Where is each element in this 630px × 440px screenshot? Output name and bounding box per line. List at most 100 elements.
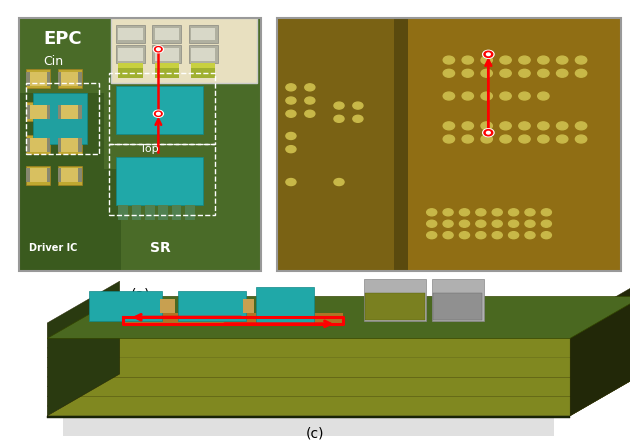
Circle shape: [484, 51, 493, 57]
Circle shape: [444, 92, 455, 100]
Circle shape: [537, 122, 549, 130]
Bar: [78, 72, 82, 86]
Bar: [118, 64, 142, 78]
Bar: [19, 94, 104, 169]
Bar: [118, 63, 142, 68]
Text: Driver IC: Driver IC: [28, 243, 77, 253]
Circle shape: [519, 56, 530, 64]
Circle shape: [541, 209, 551, 216]
Bar: [89, 291, 163, 321]
Circle shape: [462, 92, 474, 100]
Circle shape: [286, 132, 296, 139]
Bar: [19, 18, 261, 271]
Circle shape: [541, 220, 551, 227]
Polygon shape: [47, 374, 630, 416]
Circle shape: [556, 56, 568, 64]
Bar: [26, 70, 50, 88]
Bar: [58, 135, 82, 154]
Circle shape: [427, 209, 437, 216]
Bar: [58, 138, 61, 152]
Bar: [78, 138, 82, 152]
Circle shape: [427, 231, 437, 238]
Circle shape: [153, 110, 163, 117]
Bar: [159, 299, 175, 313]
Polygon shape: [47, 374, 630, 416]
Bar: [191, 64, 215, 78]
Bar: [58, 168, 61, 182]
Bar: [155, 63, 179, 68]
Circle shape: [334, 102, 344, 109]
Circle shape: [537, 135, 549, 143]
Bar: [78, 168, 82, 182]
Circle shape: [556, 70, 568, 77]
Bar: [189, 25, 218, 43]
Bar: [28, 168, 48, 182]
Bar: [26, 165, 50, 184]
Circle shape: [476, 231, 486, 238]
Circle shape: [444, 56, 455, 64]
Circle shape: [556, 135, 568, 143]
Bar: [191, 63, 215, 68]
Circle shape: [492, 231, 502, 238]
Bar: [63, 411, 554, 436]
Circle shape: [444, 70, 455, 77]
Polygon shape: [47, 306, 630, 348]
Bar: [19, 169, 121, 271]
Bar: [158, 205, 168, 220]
Circle shape: [353, 115, 363, 122]
Circle shape: [286, 146, 296, 153]
Bar: [365, 293, 425, 320]
Circle shape: [305, 84, 315, 91]
Text: Top: Top: [140, 144, 159, 154]
Bar: [58, 105, 61, 119]
Circle shape: [462, 135, 474, 143]
Bar: [118, 48, 142, 61]
Bar: [19, 18, 261, 271]
Circle shape: [556, 122, 568, 130]
Bar: [172, 205, 181, 220]
Bar: [60, 168, 79, 182]
Bar: [60, 138, 79, 152]
Circle shape: [481, 122, 493, 130]
Circle shape: [459, 231, 469, 238]
Bar: [123, 313, 343, 325]
Circle shape: [537, 92, 549, 100]
Circle shape: [444, 135, 455, 143]
Circle shape: [462, 56, 474, 64]
Circle shape: [508, 220, 518, 227]
Circle shape: [537, 56, 549, 64]
Circle shape: [500, 56, 512, 64]
Text: (c): (c): [306, 427, 324, 440]
Bar: [191, 48, 215, 61]
Bar: [26, 105, 30, 119]
Bar: [277, 18, 621, 271]
Circle shape: [443, 220, 453, 227]
Bar: [364, 279, 427, 321]
Circle shape: [500, 70, 512, 77]
Circle shape: [541, 231, 551, 238]
Circle shape: [334, 179, 344, 186]
Bar: [26, 138, 30, 152]
Bar: [277, 18, 401, 271]
Bar: [26, 103, 50, 121]
Bar: [116, 157, 203, 205]
Bar: [155, 64, 179, 78]
Bar: [26, 168, 30, 182]
Circle shape: [575, 70, 587, 77]
Bar: [243, 299, 254, 313]
Bar: [111, 18, 256, 83]
Circle shape: [508, 209, 518, 216]
Circle shape: [459, 209, 469, 216]
Circle shape: [443, 209, 453, 216]
Bar: [189, 45, 218, 63]
Circle shape: [459, 220, 469, 227]
Bar: [116, 86, 203, 134]
Polygon shape: [47, 345, 630, 387]
Bar: [116, 25, 145, 43]
Circle shape: [154, 111, 162, 116]
Circle shape: [519, 122, 530, 130]
Circle shape: [443, 231, 453, 238]
Circle shape: [462, 122, 474, 130]
Circle shape: [486, 132, 490, 134]
Circle shape: [486, 53, 490, 55]
